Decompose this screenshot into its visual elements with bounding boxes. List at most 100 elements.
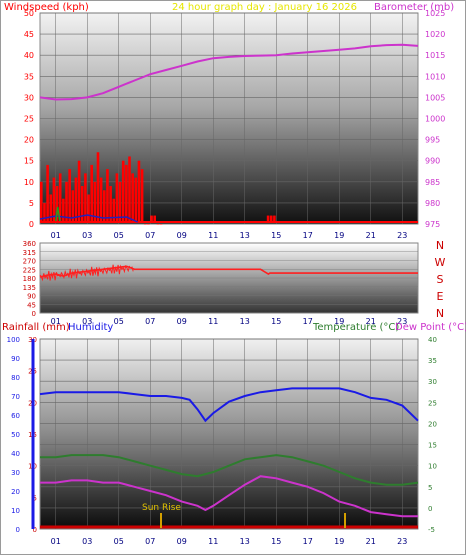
hour-tick: 13 <box>240 231 250 240</box>
humidity-tick: 10 <box>11 507 20 515</box>
hour-axis-bottom: 01 03 05 07 09 11 13 15 17 19 21 23 <box>51 537 408 546</box>
wind-bar <box>71 190 75 223</box>
wind-bar <box>106 169 109 223</box>
grid-direction <box>39 242 418 314</box>
hour-tick: 07 <box>145 317 155 326</box>
hour-tick: 23 <box>397 537 407 546</box>
temperature-tick: 25 <box>428 399 437 407</box>
wind-bar <box>58 173 62 223</box>
windspeed-tick: 5 <box>29 199 34 208</box>
hour-tick: 15 <box>271 231 281 240</box>
hour-tick: 17 <box>303 537 313 546</box>
humidity-tick: 30 <box>11 469 20 477</box>
compass-label: N <box>436 307 444 320</box>
temperature-line <box>40 454 419 486</box>
humidity-title: Humidity <box>68 322 113 333</box>
wind-bar <box>131 173 134 223</box>
barometer-tick: 995 <box>425 136 440 145</box>
hour-tick: 03 <box>82 537 92 546</box>
windspeed-tick: 20 <box>24 136 34 145</box>
wind-bars <box>39 152 418 225</box>
direction-tick: 225 <box>23 266 36 274</box>
chart-date-title: 24 hour graph day : January 16 2026 <box>172 2 357 13</box>
temperature-tick: 35 <box>428 357 437 365</box>
wind-bar <box>84 173 87 223</box>
direction-tick: 0 <box>32 310 36 318</box>
barometer-axis: 1025 1020 1015 1010 1005 1000 995 990 985 980 975 <box>425 9 445 229</box>
temperature-tick: 40 <box>428 336 437 344</box>
wind-bar <box>153 215 156 223</box>
direction-tick: 90 <box>27 293 36 301</box>
temperature-tick: 30 <box>428 378 437 386</box>
wind-bar <box>93 181 97 223</box>
hour-tick: 05 <box>114 317 124 326</box>
wind-bar <box>143 224 147 225</box>
humidity-line <box>39 387 419 423</box>
wind-bar <box>40 181 43 223</box>
windspeed-tick: 15 <box>24 157 34 166</box>
wind-bar <box>99 177 103 223</box>
sunrise-marker: Sun Rise <box>142 503 346 528</box>
windspeed-tick: 10 <box>24 178 34 187</box>
hour-tick: 01 <box>51 231 61 240</box>
hour-tick: 23 <box>397 231 407 240</box>
wind-bar <box>121 160 125 223</box>
wind-bar <box>43 202 46 223</box>
barometer-title: Barometer (mb) <box>374 2 454 13</box>
compass-label: E <box>437 290 444 303</box>
direction-tick: 45 <box>27 301 36 309</box>
grid-bottom <box>40 338 418 530</box>
windspeed-title: Windspeed (kph) <box>4 2 89 13</box>
windspeed-tick: 45 <box>24 30 34 39</box>
wind-bar <box>128 156 131 223</box>
hour-tick: 09 <box>177 231 187 240</box>
compass-label: N <box>436 239 444 252</box>
hour-tick: 11 <box>208 317 218 326</box>
compass-label: W <box>435 256 446 269</box>
barometer-tick: 975 <box>425 220 440 229</box>
wind-bar <box>55 186 59 223</box>
wind-bar <box>137 160 141 223</box>
hour-tick: 03 <box>82 231 92 240</box>
barometer-tick: 1025 <box>425 9 445 18</box>
wind-bar <box>112 198 116 223</box>
hour-tick: 03 <box>82 317 92 326</box>
temperature-tick: 15 <box>428 442 437 450</box>
wind-bar <box>77 160 81 223</box>
hour-tick: 05 <box>114 537 124 546</box>
humidity-tick: 90 <box>11 355 20 363</box>
windspeed-tick: 25 <box>24 115 34 124</box>
wind-bar <box>266 215 270 223</box>
hour-tick: 21 <box>366 537 376 546</box>
dew-point-title: Dew Point (°C) <box>395 322 466 333</box>
direction-tick: 135 <box>23 284 36 292</box>
hour-tick: 21 <box>366 317 376 326</box>
direction-line <box>39 265 418 278</box>
temperature-axis: 40 35 30 25 20 15 10 5 0 -5 <box>428 336 437 534</box>
temperature-title: Temperature (°C) <box>312 322 399 333</box>
hour-tick: 09 <box>177 317 187 326</box>
humidity-tick: 20 <box>11 488 20 496</box>
windspeed-tick: 40 <box>24 51 34 60</box>
wind-bar <box>49 194 53 223</box>
humidity-tick: 60 <box>11 412 20 420</box>
windspeed-tick: 0 <box>29 220 34 229</box>
rainfall-title: Rainfall (mm) <box>2 322 70 333</box>
wind-bar <box>68 169 71 223</box>
hour-axis-direction: 01 03 05 07 09 11 13 15 17 19 21 23 <box>51 317 408 326</box>
wind-bar <box>273 215 276 223</box>
direction-tick: 315 <box>23 249 36 257</box>
wind-bar <box>118 181 122 223</box>
direction-tick: 270 <box>23 258 36 266</box>
direction-tick: 180 <box>23 275 36 283</box>
temperature-tick: 0 <box>428 505 432 513</box>
hour-tick: 15 <box>271 317 281 326</box>
hour-tick: 11 <box>208 537 218 546</box>
wind-bar <box>74 177 78 223</box>
hour-tick: 15 <box>271 537 281 546</box>
